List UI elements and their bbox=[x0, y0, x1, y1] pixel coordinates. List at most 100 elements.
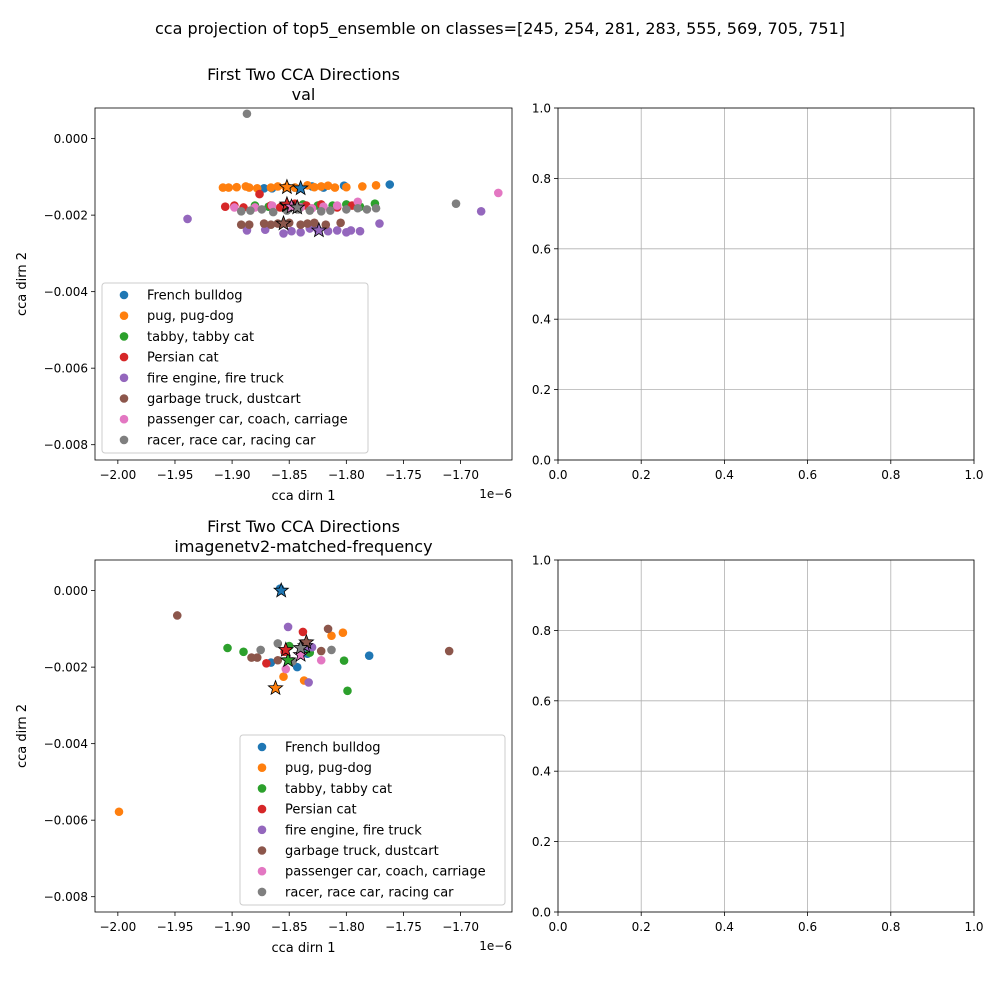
centroid-star bbox=[279, 651, 297, 668]
data-point bbox=[296, 220, 305, 229]
x-tick-label: −1.70 bbox=[442, 468, 479, 482]
legend-marker bbox=[119, 311, 129, 321]
x-tick-label: 0.2 bbox=[632, 468, 651, 482]
data-point bbox=[326, 206, 335, 215]
data-point bbox=[362, 205, 372, 214]
data-point bbox=[323, 624, 333, 634]
data-point bbox=[343, 686, 352, 696]
data-point bbox=[257, 205, 267, 214]
centroid-star bbox=[267, 679, 284, 696]
data-point bbox=[279, 229, 288, 238]
x-tick-label: 0.8 bbox=[881, 920, 900, 934]
centroid-star bbox=[275, 214, 292, 231]
data-point bbox=[332, 201, 342, 210]
y-tick-label: −0.004 bbox=[44, 285, 88, 299]
y-tick-label: −0.006 bbox=[44, 362, 88, 376]
data-point bbox=[476, 207, 486, 216]
data-point bbox=[321, 220, 331, 229]
x-offset-label: 1e−6 bbox=[479, 487, 512, 501]
data-point bbox=[252, 653, 262, 662]
empty-panel-top-right: 0.0 0.2 0.4 0.6 0.8 1.0 0.0 0.2 0.4 0.6 0.8 1.0 bbox=[532, 102, 984, 483]
y-tick-label: 1.0 bbox=[532, 102, 551, 116]
legend-label: tabby, tabby cat bbox=[147, 330, 254, 345]
x-tick-label: −1.80 bbox=[328, 468, 365, 482]
legend-frame bbox=[239, 734, 506, 906]
centroid-star bbox=[292, 646, 309, 662]
panel-subtitle: val bbox=[292, 85, 316, 104]
data-point bbox=[239, 647, 248, 657]
data-point bbox=[323, 181, 333, 190]
legend-marker bbox=[257, 866, 267, 876]
x-tick-label: 0.4 bbox=[715, 468, 734, 482]
data-point bbox=[305, 206, 315, 215]
axes-frame bbox=[557, 559, 975, 913]
data-point bbox=[339, 656, 349, 665]
scatter-panel-val: −2.00 −1.95 −1.90 −1.85 −1.80 −1.75 −1.70 0.000… bbox=[15, 65, 513, 504]
legend-label: Persian cat bbox=[147, 351, 219, 366]
legend-label: pug, pug-dog bbox=[285, 761, 372, 776]
legend-marker bbox=[119, 435, 129, 445]
data-point bbox=[236, 220, 246, 229]
x-tick-label: 1.0 bbox=[964, 920, 983, 934]
data-point bbox=[385, 180, 395, 189]
legend-label: French bulldog bbox=[285, 741, 381, 756]
legend-marker bbox=[119, 332, 129, 341]
data-point bbox=[444, 646, 454, 656]
legend-label: fire engine, fire truck bbox=[147, 371, 284, 386]
legend-label: racer, race car, racing car bbox=[147, 433, 316, 448]
data-point bbox=[246, 206, 255, 215]
y-tick-label: 0.6 bbox=[532, 694, 551, 708]
x-tick-label: −1.90 bbox=[214, 920, 251, 934]
centroid-star bbox=[278, 178, 296, 195]
y-tick-label: 0.000 bbox=[54, 132, 88, 146]
data-point bbox=[255, 189, 264, 199]
x-tick-label: 0.4 bbox=[715, 920, 734, 934]
panel-title: First Two CCA Directions bbox=[207, 65, 400, 84]
x-tick-label: −2.00 bbox=[99, 920, 136, 934]
data-point bbox=[355, 226, 365, 236]
legend-label: tabby, tabby cat bbox=[285, 782, 392, 797]
data-point bbox=[232, 182, 241, 192]
x-tick-label: −1.75 bbox=[385, 468, 422, 482]
data-point bbox=[268, 207, 278, 217]
data-point bbox=[336, 218, 345, 228]
x-tick-label: −1.90 bbox=[214, 468, 251, 482]
y-tick-label: 0.8 bbox=[532, 172, 551, 186]
data-point bbox=[316, 646, 326, 656]
legend: French bulldog pug, pug-dog tabby, tabby c… bbox=[101, 282, 369, 454]
legend-label: passenger car, coach, carriage bbox=[285, 865, 486, 880]
legend-marker bbox=[119, 352, 129, 362]
x-tick-label: −1.75 bbox=[385, 920, 422, 934]
data-point bbox=[327, 645, 336, 655]
data-point bbox=[266, 183, 276, 192]
x-tick-label: −2.00 bbox=[99, 468, 136, 482]
data-point bbox=[316, 655, 326, 665]
legend-marker bbox=[119, 394, 129, 403]
y-axis-label: cca dirn 2 bbox=[15, 252, 30, 316]
centroid-star bbox=[292, 639, 309, 655]
legend-label: passenger car, coach, carriage bbox=[147, 413, 348, 428]
y-tick-label: 0.4 bbox=[532, 313, 551, 327]
empty-panel-bottom-right: 0.0 0.2 0.4 0.6 0.8 1.0 0.0 0.2 0.4 0.6 0.8 1.0 bbox=[532, 554, 984, 935]
data-point bbox=[310, 182, 319, 192]
y-tick-label: 0.0 bbox=[532, 906, 551, 920]
panel-title: First Two CCA Directions bbox=[207, 517, 400, 536]
axes-frame bbox=[557, 107, 975, 461]
x-axis-label: cca dirn 1 bbox=[271, 489, 335, 504]
data-point bbox=[342, 182, 351, 192]
data-point bbox=[342, 205, 351, 214]
x-tick-label: −1.85 bbox=[271, 920, 308, 934]
data-point bbox=[114, 807, 124, 817]
data-point bbox=[346, 226, 356, 235]
x-tick-label: 0.0 bbox=[548, 920, 567, 934]
x-tick-label: −1.95 bbox=[157, 468, 194, 482]
data-point bbox=[223, 643, 232, 653]
y-tick-label: 0.6 bbox=[532, 242, 551, 256]
y-axis-label: cca dirn 2 bbox=[15, 704, 30, 768]
data-point bbox=[256, 645, 265, 655]
data-point bbox=[292, 662, 302, 672]
legend-marker bbox=[119, 414, 129, 424]
x-tick-label: −1.80 bbox=[328, 920, 365, 934]
data-point bbox=[281, 664, 291, 674]
data-point bbox=[266, 220, 276, 229]
